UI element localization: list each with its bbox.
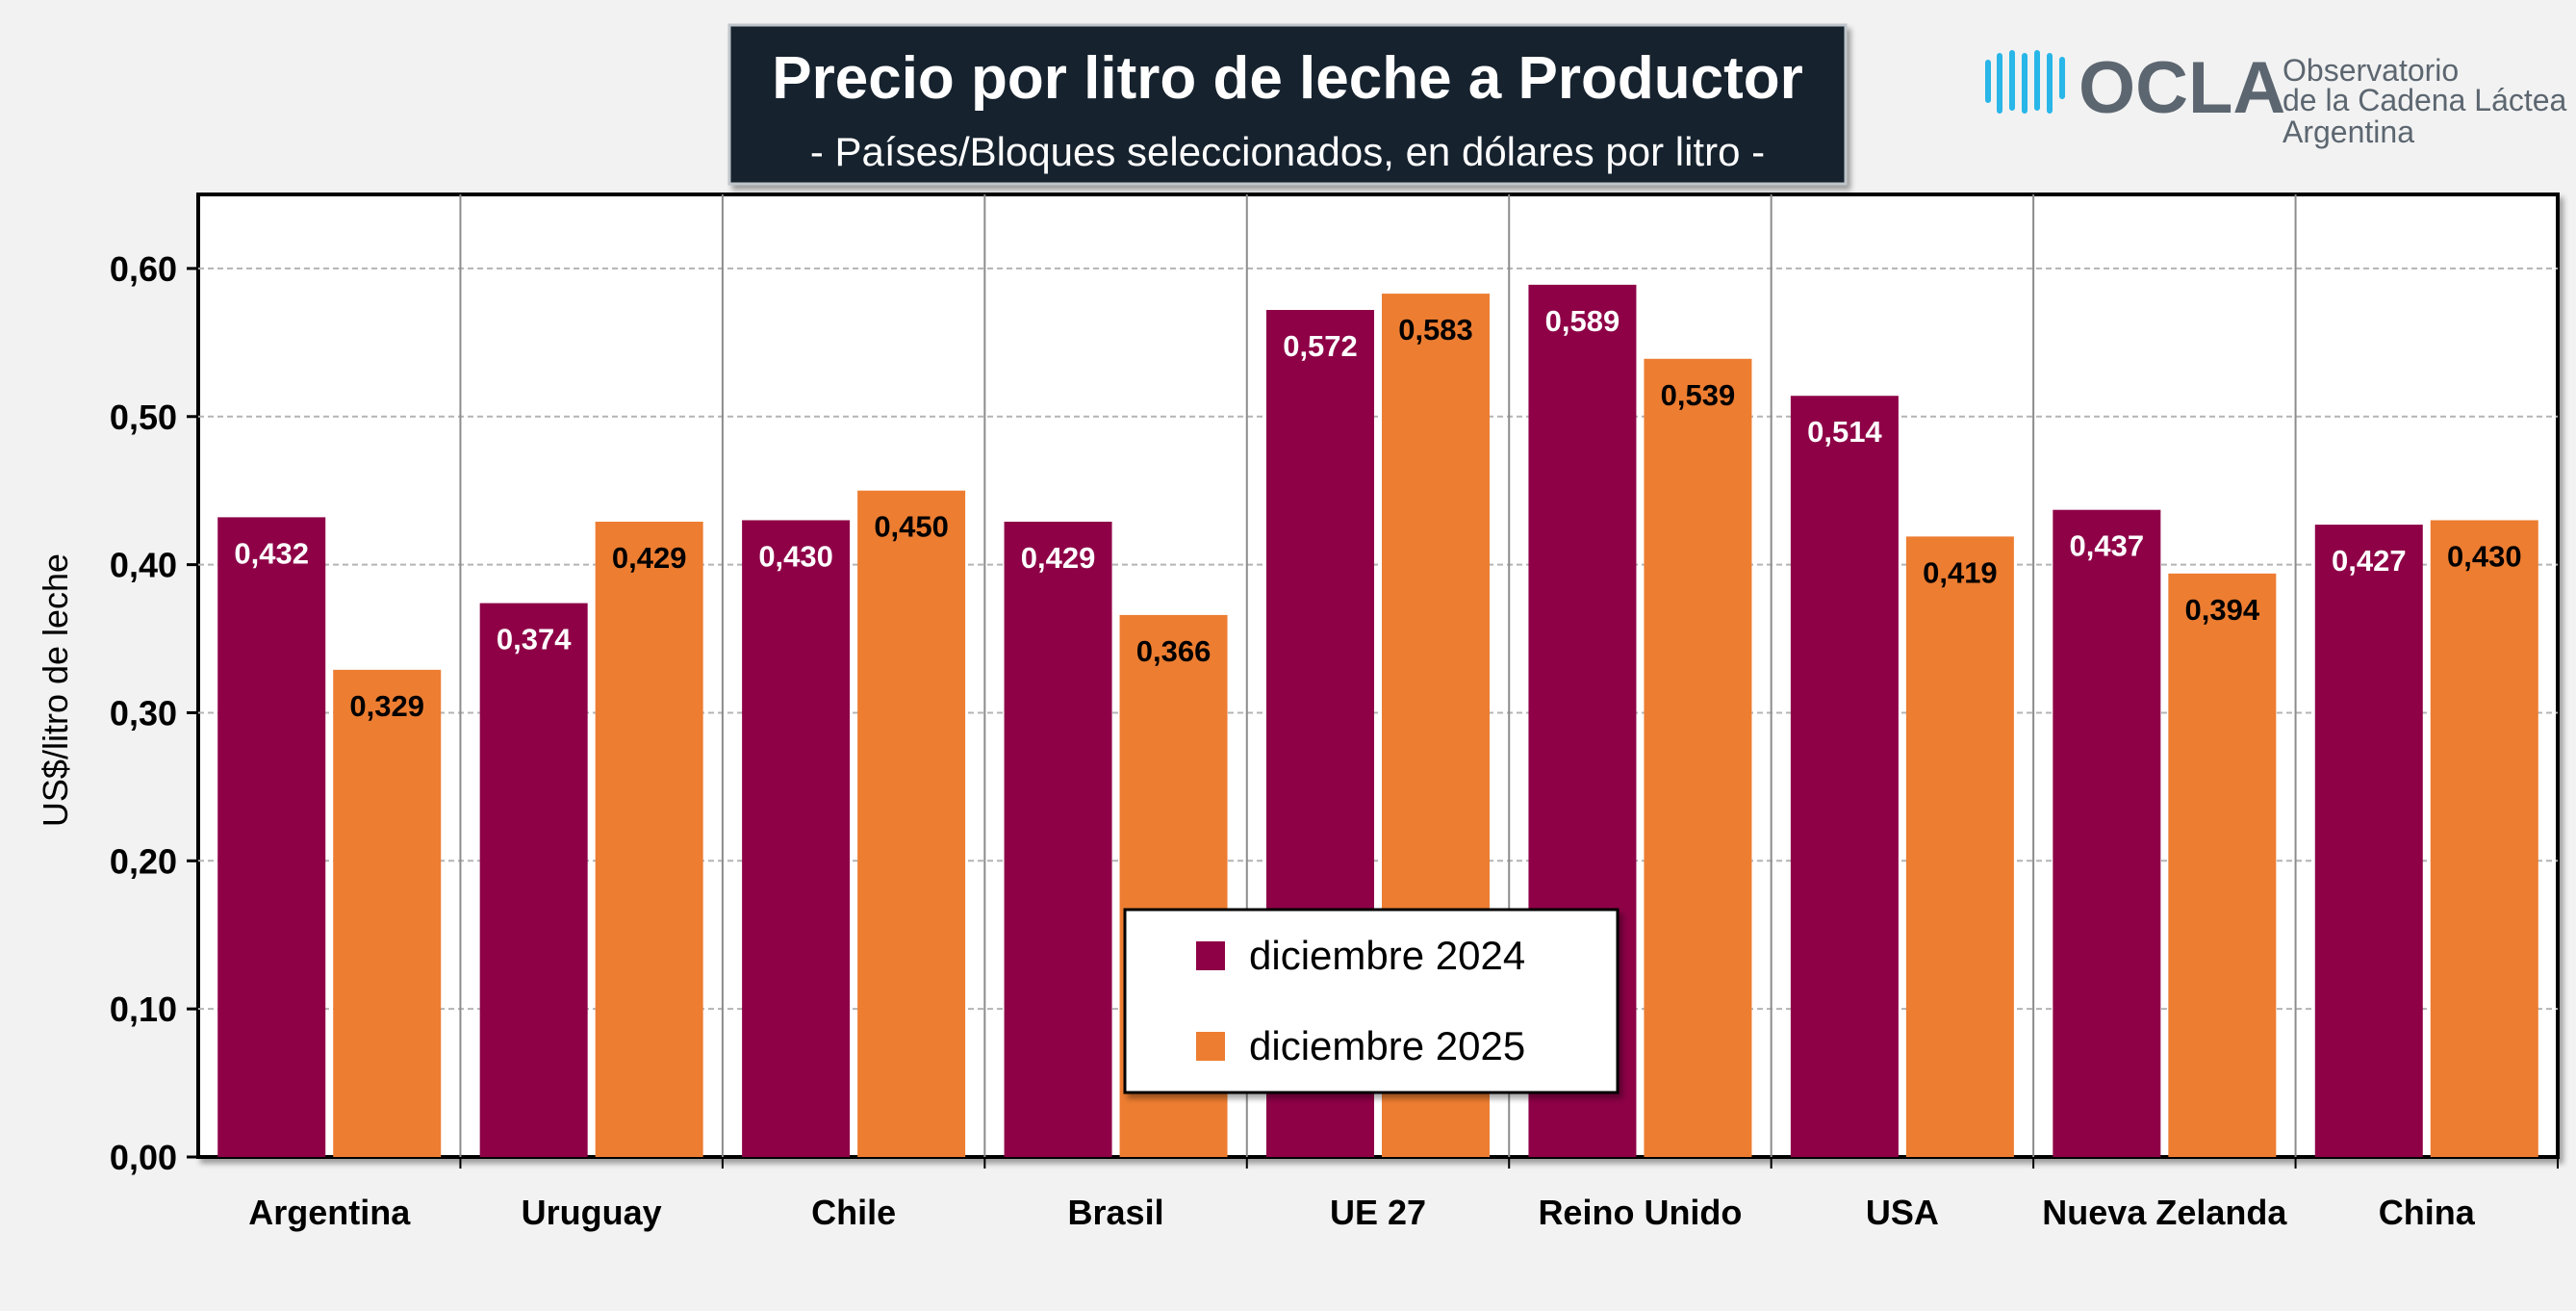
y-tick-label: 0,50 — [110, 398, 177, 437]
bar-diciembre-2025 — [595, 522, 703, 1157]
y-tick-label: 0,60 — [110, 249, 177, 289]
bar-value-label: 0,572 — [1283, 329, 1358, 363]
y-tick-label: 0,10 — [110, 990, 177, 1029]
bar-value-labels: 0,432 0,329 0,374 0,429 0,430 0,450 0,429 0,366… — [234, 304, 2521, 723]
bar-value-label: 0,329 — [349, 689, 424, 723]
logo-line-1: Observatorio — [2283, 53, 2459, 88]
chart-title: Precio por litro de leche a Productor — [772, 45, 1802, 112]
y-tick-label: 0,00 — [110, 1138, 177, 1177]
bar-diciembre-2024 — [742, 520, 851, 1157]
bar-diciembre-2025 — [1644, 358, 1752, 1157]
bar-diciembre-2025 — [857, 490, 966, 1157]
bar-diciembre-2024 — [2314, 525, 2423, 1157]
x-tick-label: Chile — [811, 1193, 896, 1232]
bar-value-label: 0,366 — [1136, 634, 1211, 668]
ocla-logo: OCLA Observatorio de la Cadena Láctea Ar… — [1985, 47, 2567, 149]
x-tick-label: Brasil — [1068, 1193, 1164, 1232]
y-axis-ticks: 0,00 0,10 0,20 0,30 0,40 0,50 0,60 — [110, 249, 198, 1177]
bar-value-label: 0,539 — [1661, 378, 1736, 412]
bar-diciembre-2025 — [333, 669, 442, 1157]
logo-name: OCLA — [2079, 47, 2285, 129]
bar-diciembre-2024 — [479, 603, 588, 1157]
bar-value-label: 0,450 — [874, 510, 949, 544]
logo-line-2: de la Cadena Láctea — [2283, 83, 2567, 117]
bar-value-label: 0,583 — [1398, 313, 1473, 347]
bar-value-label: 0,394 — [2185, 593, 2260, 627]
y-axis-label: US$/litro de leche — [36, 553, 75, 827]
legend-box — [1123, 908, 1620, 1094]
x-tick-label: Argentina — [248, 1193, 411, 1232]
y-tick-label: 0,20 — [110, 841, 177, 881]
bar-value-label: 0,430 — [758, 539, 833, 573]
wave-icon — [1985, 50, 2065, 114]
x-tick-label: USA — [1866, 1193, 1939, 1232]
bar-diciembre-2024 — [217, 517, 326, 1157]
x-tick-label: China — [2379, 1193, 2476, 1232]
x-tick-label: Nueva Zelanda — [2042, 1193, 2287, 1232]
bar-value-label: 0,514 — [1807, 415, 1882, 449]
bar-value-label: 0,429 — [1021, 541, 1096, 575]
bar-value-label: 0,432 — [234, 536, 309, 570]
bar-value-label: 0,429 — [612, 541, 687, 575]
bar-diciembre-2025 — [2168, 573, 2277, 1157]
legend-swatch-2024 — [1196, 941, 1225, 970]
bar-diciembre-2024 — [1004, 522, 1112, 1157]
bar-diciembre-2024 — [2053, 509, 2161, 1157]
legend-label-2025: diciembre 2025 — [1249, 1023, 1525, 1068]
bar-value-label: 0,374 — [497, 623, 572, 656]
bars — [217, 284, 2538, 1158]
bar-value-label: 0,589 — [1545, 304, 1620, 338]
bar-diciembre-2024 — [1790, 396, 1899, 1157]
x-axis-ticks: Argentina Uruguay Chile Brasil UE 27 Reino Un… — [248, 1157, 2559, 1232]
logo-line-3: Argentina — [2283, 115, 2414, 149]
bar-value-label: 0,419 — [1923, 555, 1998, 589]
legend-label-2024: diciembre 2024 — [1249, 933, 1525, 978]
legend: diciembre 2024 diciembre 2025 — [1123, 908, 1620, 1094]
legend-swatch-2025 — [1196, 1032, 1225, 1061]
bar-diciembre-2025 — [1905, 536, 2014, 1157]
y-tick-label: 0,30 — [110, 693, 177, 733]
x-tick-label: Reino Unido — [1538, 1193, 1742, 1232]
bar-diciembre-2025 — [2430, 520, 2538, 1157]
bar-value-label: 0,437 — [2070, 529, 2145, 563]
x-tick-label: Uruguay — [522, 1193, 662, 1232]
bar-value-label: 0,430 — [2447, 539, 2522, 573]
bar-value-label: 0,427 — [2332, 544, 2407, 578]
y-tick-label: 0,40 — [110, 546, 177, 585]
chart-subtitle: - Países/Bloques seleccionados, en dólar… — [810, 129, 1765, 174]
title-box: Precio por litro de leche a Productor - … — [727, 23, 1848, 186]
x-tick-label: UE 27 — [1330, 1193, 1426, 1232]
